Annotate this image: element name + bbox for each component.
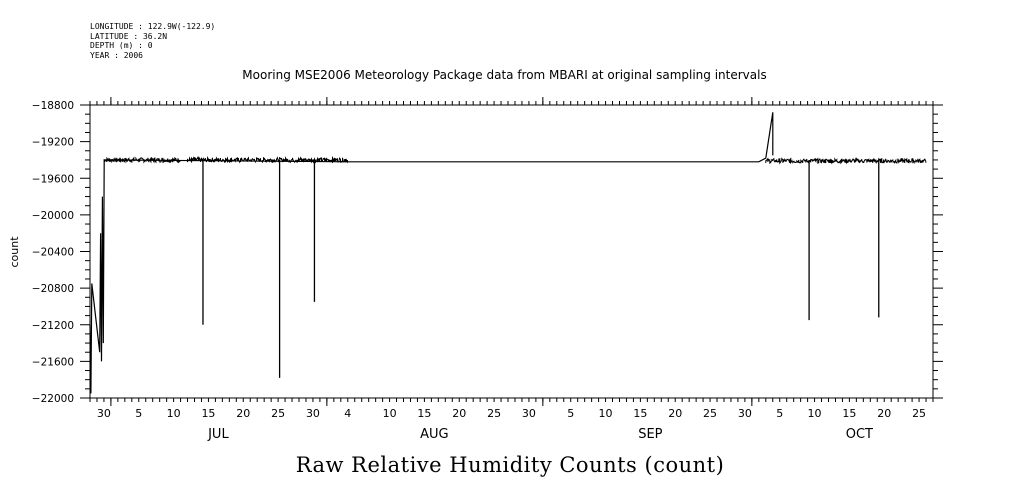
x-tick-label: 20 — [877, 407, 891, 420]
x-tick-label: 30 — [97, 407, 111, 420]
x-tick-label: 25 — [487, 407, 501, 420]
x-tick-label: 5 — [135, 407, 142, 420]
meta-latitude: LATITUDE : 36.2N — [90, 31, 168, 41]
month-label: OCT — [846, 427, 873, 442]
x-tick-label: 5 — [776, 407, 783, 420]
x-axis-labels: 30 5 10 15 20 25 30 4 10 15 20 25 30 5 10 15 20 25 30 5 10 15… — [97, 407, 926, 420]
y-tick-label: −18800 — [32, 100, 74, 112]
month-label: AUG — [420, 427, 448, 442]
x-tick-label: 20 — [668, 407, 682, 420]
series-line — [89, 112, 774, 394]
chart-title: Mooring MSE2006 Meteorology Package data… — [242, 68, 767, 82]
month-labels: JUL AUG SEP OCT — [207, 427, 873, 442]
x-tick-label: 15 — [417, 407, 431, 420]
x-tick-label: 30 — [306, 407, 320, 420]
metadata-block: LONGITUDE : 122.9W(-122.9) LATITUDE : 36… — [90, 22, 215, 60]
plot-frame — [89, 104, 934, 399]
x-tick-label: 10 — [167, 407, 181, 420]
x-tick-label: 4 — [344, 407, 351, 420]
x-tick-label: 25 — [912, 407, 926, 420]
x-tick-label: 10 — [808, 407, 822, 420]
x-tick-label: 25 — [271, 407, 285, 420]
meta-longitude: LONGITUDE : 122.9W(-122.9) — [90, 22, 216, 31]
x-tick-label: 15 — [842, 407, 856, 420]
x-tick-label: 10 — [383, 407, 397, 420]
x-axis-title: Raw Relative Humidity Counts (count) — [295, 453, 725, 477]
meta-depth: DEPTH (m) : 0 — [90, 41, 153, 50]
axis-ticks — [80, 97, 943, 406]
y-tick-label: −19200 — [32, 137, 74, 149]
x-tick-label: 20 — [236, 407, 250, 420]
y-tick-label: −21600 — [32, 356, 74, 368]
x-tick-label: 20 — [452, 407, 466, 420]
x-tick-label: 30 — [738, 407, 752, 420]
x-tick-label: 15 — [633, 407, 647, 420]
month-label: JUL — [207, 427, 229, 442]
x-tick-label: 25 — [703, 407, 717, 420]
y-tick-label: −20000 — [32, 210, 74, 222]
meta-year: YEAR : 2006 — [90, 50, 143, 60]
x-tick-label: 15 — [201, 407, 215, 420]
y-tick-label: −22000 — [32, 393, 74, 405]
x-tick-label: 30 — [522, 407, 536, 420]
y-axis-title: count — [8, 236, 21, 268]
data-series — [89, 112, 927, 394]
y-tick-label: −21200 — [32, 320, 74, 332]
y-tick-label: −19600 — [32, 173, 74, 185]
month-label: SEP — [638, 427, 662, 442]
y-tick-label: −20400 — [32, 247, 74, 259]
series-noise-band — [765, 157, 927, 165]
y-tick-label: −20800 — [32, 283, 74, 295]
y-axis-labels: −18800 −19200 −19600 −20000 −20400 −20800 −212… — [32, 100, 74, 405]
x-tick-label: 10 — [599, 407, 613, 420]
x-tick-label: 5 — [567, 407, 574, 420]
